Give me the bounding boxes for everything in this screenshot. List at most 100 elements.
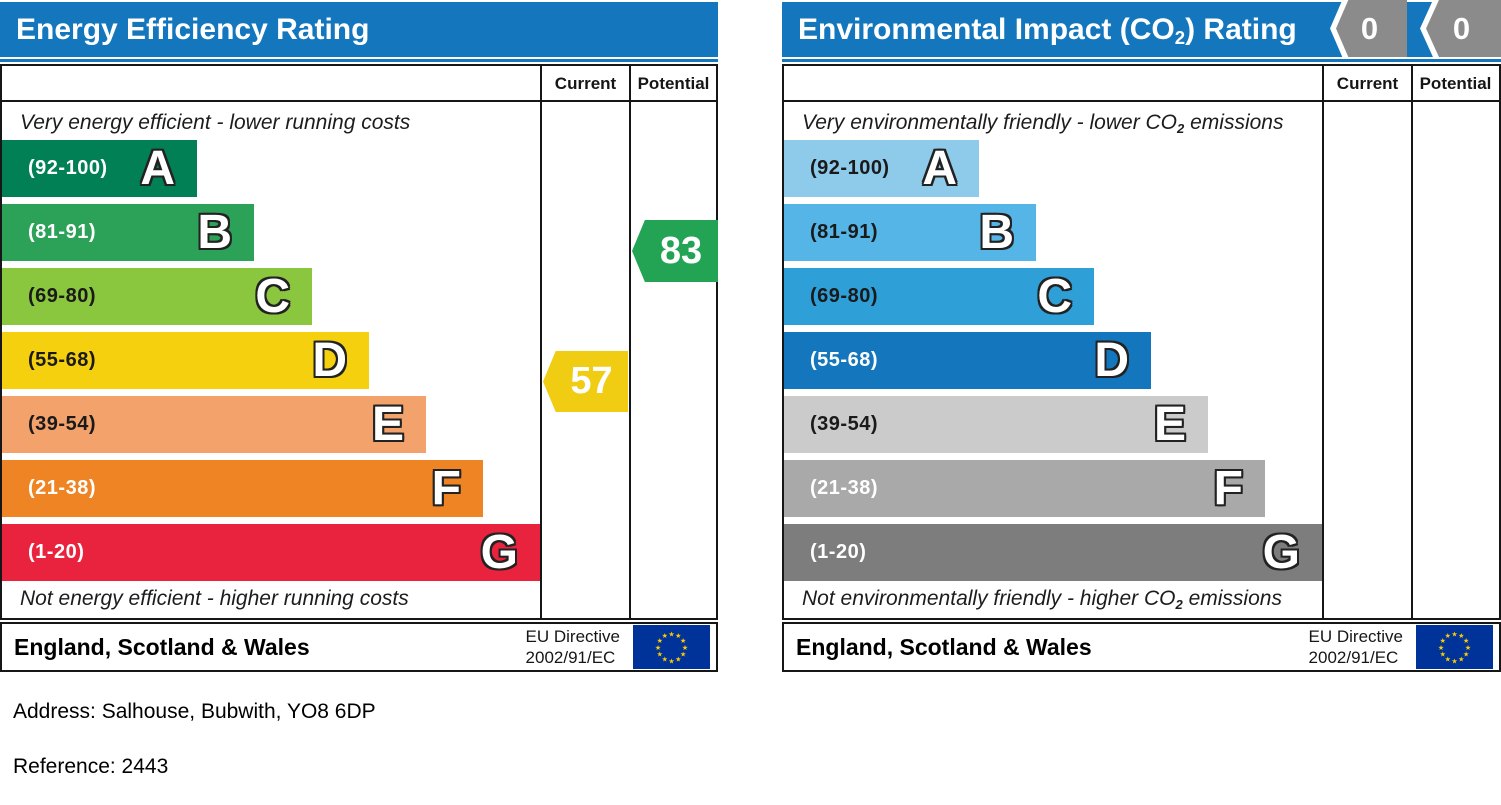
band-letter: C xyxy=(255,269,290,323)
potential-column-header: Potential xyxy=(1419,74,1492,93)
address-line: Address: Salhouse, Bubwith, YO8 6DP xyxy=(13,700,376,723)
current-rating-value: 57 xyxy=(570,360,613,402)
svg-text:★: ★ xyxy=(662,632,668,640)
environment-band-f: (21-38) F xyxy=(784,460,1265,517)
eu-directive-line2: 2002/91/EC xyxy=(1308,648,1399,667)
band-range-label: (39-54) xyxy=(28,413,96,435)
band-letter: B xyxy=(979,205,1014,259)
svg-text:★: ★ xyxy=(1458,632,1464,640)
directive-group: EU Directive 2002/91/EC ★ ★ ★ ★ ★ ★ ★ ★ ★ ★ ★ ★ xyxy=(1309,625,1493,669)
caption-text: Not energy efficient - higher running co… xyxy=(20,587,409,610)
directive-group: EU Directive 2002/91/EC ★ ★ ★ ★ ★ ★ ★ ★ ★ ★ ★ ★ xyxy=(526,625,710,669)
environment-chart-footer: England, Scotland & Wales EU Directive 2… xyxy=(782,622,1501,672)
energy-band-e: (39-54) E xyxy=(2,396,426,453)
region-label: England, Scotland & Wales xyxy=(796,633,1092,660)
environment-rating-table: Current Potential Very environmentally f… xyxy=(782,64,1501,620)
environment-potential-value: 0 xyxy=(1452,10,1471,46)
current-column xyxy=(540,66,629,618)
caption-text-tail: emissions xyxy=(1184,111,1284,134)
band-letter: E xyxy=(1153,397,1186,451)
region-label: England, Scotland & Wales xyxy=(14,633,310,660)
environmental-impact-chart: Environmental Impact (CO2) Rating 0 0 Cu… xyxy=(782,0,1501,680)
svg-text:★: ★ xyxy=(1440,637,1446,645)
title-text: Energy Efficiency Rating xyxy=(16,12,370,46)
eu-directive-line1: EU Directive xyxy=(1308,627,1403,646)
energy-top-caption: Very energy efficient - lower running co… xyxy=(2,102,538,140)
svg-text:★: ★ xyxy=(657,637,663,645)
title-subscript: 2 xyxy=(1174,26,1186,47)
svg-text:★: ★ xyxy=(662,656,668,664)
potential-rating-value: 83 xyxy=(659,229,703,272)
environment-current-zero-arrow: 0 xyxy=(1330,0,1407,57)
band-letter: E xyxy=(371,397,404,451)
svg-text:★: ★ xyxy=(680,637,686,645)
svg-text:★: ★ xyxy=(1465,644,1471,652)
band-letter: F xyxy=(431,461,461,515)
band-letter: G xyxy=(480,525,518,579)
eu-directive-label: EU Directive 2002/91/EC xyxy=(1309,626,1403,668)
energy-bands: (92-100) A (81-91) B (69-80) C (55-68) D… xyxy=(2,140,542,588)
potential-column xyxy=(629,66,716,618)
caption-text: Very environmentally friendly - lower CO xyxy=(802,111,1178,134)
svg-text:★: ★ xyxy=(1463,637,1469,645)
header-underline xyxy=(782,59,1501,62)
band-range-label: (55-68) xyxy=(810,349,878,371)
band-range-label: (1-20) xyxy=(28,541,85,563)
svg-text:★: ★ xyxy=(657,651,663,659)
band-letter: F xyxy=(1213,461,1243,515)
current-column xyxy=(1322,66,1411,618)
energy-band-d: (55-68) D xyxy=(2,332,369,389)
caption-text-tail: emissions xyxy=(1182,587,1282,610)
table-header-row xyxy=(2,66,716,102)
energy-bottom-caption: Not energy efficient - higher running co… xyxy=(2,581,538,618)
environment-potential-zero-arrow: 0 xyxy=(1420,0,1501,57)
energy-rating-table: Current Potential Very energy efficient … xyxy=(0,64,718,620)
environment-band-e: (39-54) E xyxy=(784,396,1208,453)
svg-text:★: ★ xyxy=(1451,630,1457,638)
energy-current-rating-arrow: 57 xyxy=(543,351,628,412)
reference-line: Reference: 2443 xyxy=(13,755,169,778)
band-range-label: (21-38) xyxy=(28,477,96,499)
header-underline xyxy=(0,59,718,62)
band-range-label: (92-100) xyxy=(810,157,890,179)
energy-band-a: (92-100) A xyxy=(2,140,197,197)
potential-column-header: Potential xyxy=(637,74,710,93)
caption-subscript: 2 xyxy=(1175,596,1183,612)
environment-bands: (92-100) A (81-91) B (69-80) C (55-68) D… xyxy=(784,140,1324,588)
band-range-label: (55-68) xyxy=(28,349,96,371)
environment-band-g: (1-20) G xyxy=(784,524,1322,581)
caption-subscript: 2 xyxy=(1177,120,1185,136)
title-text: Environmental Impact (CO xyxy=(798,12,1175,46)
environment-top-caption: Very environmentally friendly - lower CO… xyxy=(784,102,1320,140)
svg-text:★: ★ xyxy=(668,657,674,665)
energy-potential-rating-arrow: 83 xyxy=(632,220,718,282)
band-range-label: (92-100) xyxy=(28,157,108,179)
energy-band-b: (81-91) B xyxy=(2,204,254,261)
svg-text:★: ★ xyxy=(1438,644,1444,652)
band-letter: D xyxy=(312,333,347,387)
environment-bottom-caption: Not environmentally friendly - higher CO… xyxy=(784,581,1320,618)
svg-text:★: ★ xyxy=(1445,632,1451,640)
band-range-label: (81-91) xyxy=(28,221,96,243)
eu-directive-line1: EU Directive xyxy=(525,627,620,646)
potential-column xyxy=(1411,66,1498,618)
band-letter: B xyxy=(197,205,232,259)
environment-band-a: (92-100) A xyxy=(784,140,979,197)
svg-text:★: ★ xyxy=(1458,656,1464,664)
eu-flag-icon: ★ ★★ ★★★ ★★★ ★★★ xyxy=(1416,625,1493,669)
energy-band-c: (69-80) C xyxy=(2,268,312,325)
band-range-label: (39-54) xyxy=(810,413,878,435)
eu-directive-label: EU Directive 2002/91/EC xyxy=(526,626,620,668)
energy-band-g: (1-20) G xyxy=(2,524,540,581)
zero-arrow-body: 0 xyxy=(1426,0,1501,57)
svg-text:★: ★ xyxy=(675,632,681,640)
eu-flag-icon: ★ ★★ ★★★ ★★★ ★★★ xyxy=(633,625,710,669)
svg-text:★: ★ xyxy=(680,651,686,659)
eu-directive-line2: 2002/91/EC xyxy=(525,648,616,667)
svg-text:★: ★ xyxy=(1445,656,1451,664)
caption-text: Not environmentally friendly - higher CO xyxy=(802,587,1176,610)
band-range-label: (81-91) xyxy=(810,221,878,243)
svg-text:★: ★ xyxy=(1440,651,1446,659)
environment-band-d: (55-68) D xyxy=(784,332,1151,389)
